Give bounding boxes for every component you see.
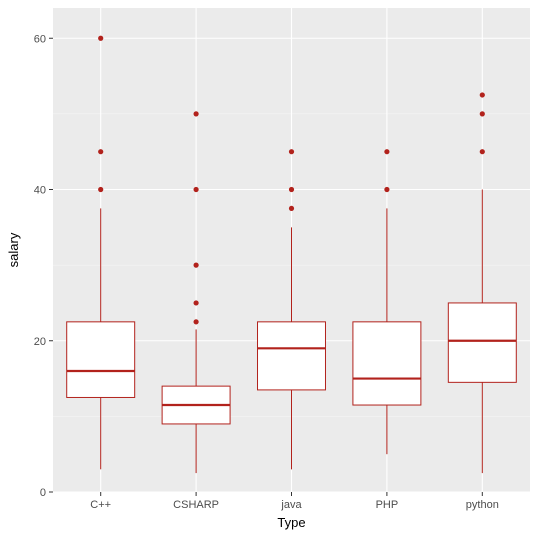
- x-tick-label: CSHARP: [173, 499, 219, 511]
- x-axis-title: Type: [277, 515, 305, 530]
- outlier-point: [193, 186, 199, 193]
- outlier-point: [193, 262, 199, 268]
- box-group: [66, 35, 136, 470]
- outlier-point: [384, 186, 390, 193]
- x-tick-label: PHP: [376, 499, 399, 511]
- x-tick-label: C++: [90, 499, 111, 511]
- outlier-point: [479, 92, 485, 98]
- box-group: [257, 149, 326, 470]
- box-iqr: [352, 321, 422, 406]
- box-group: [161, 111, 231, 474]
- x-tick-label: python: [466, 499, 499, 511]
- y-tick-label: 0: [40, 487, 46, 499]
- y-tick-label: 60: [34, 33, 46, 45]
- outlier-point: [288, 205, 295, 212]
- box-iqr: [257, 321, 326, 391]
- box-iqr: [447, 302, 517, 383]
- y-tick-labels: 0 20 40 60: [34, 33, 46, 499]
- box-iqr: [66, 321, 136, 398]
- outlier-point: [479, 149, 485, 155]
- y-tick-label: 40: [34, 185, 46, 197]
- outlier-point: [193, 111, 199, 117]
- x-tick-labels: C++ CSHARP java PHP python: [90, 499, 499, 511]
- boxes: [66, 35, 517, 474]
- x-tick-label: java: [280, 499, 302, 511]
- outlier-point: [193, 319, 199, 325]
- outlier-point: [288, 186, 295, 193]
- outlier-point: [479, 111, 485, 117]
- outlier-point: [98, 35, 104, 41]
- outlier-point: [288, 149, 295, 155]
- box-group: [352, 149, 422, 455]
- outlier-point: [98, 186, 104, 193]
- outlier-point: [98, 149, 104, 155]
- outlier-point: [193, 300, 199, 306]
- y-axis-title: salary: [6, 232, 21, 267]
- y-tick-label: 20: [34, 336, 46, 348]
- axis-ticks: [49, 37, 483, 496]
- box-group: [447, 92, 517, 474]
- outlier-point: [384, 149, 390, 155]
